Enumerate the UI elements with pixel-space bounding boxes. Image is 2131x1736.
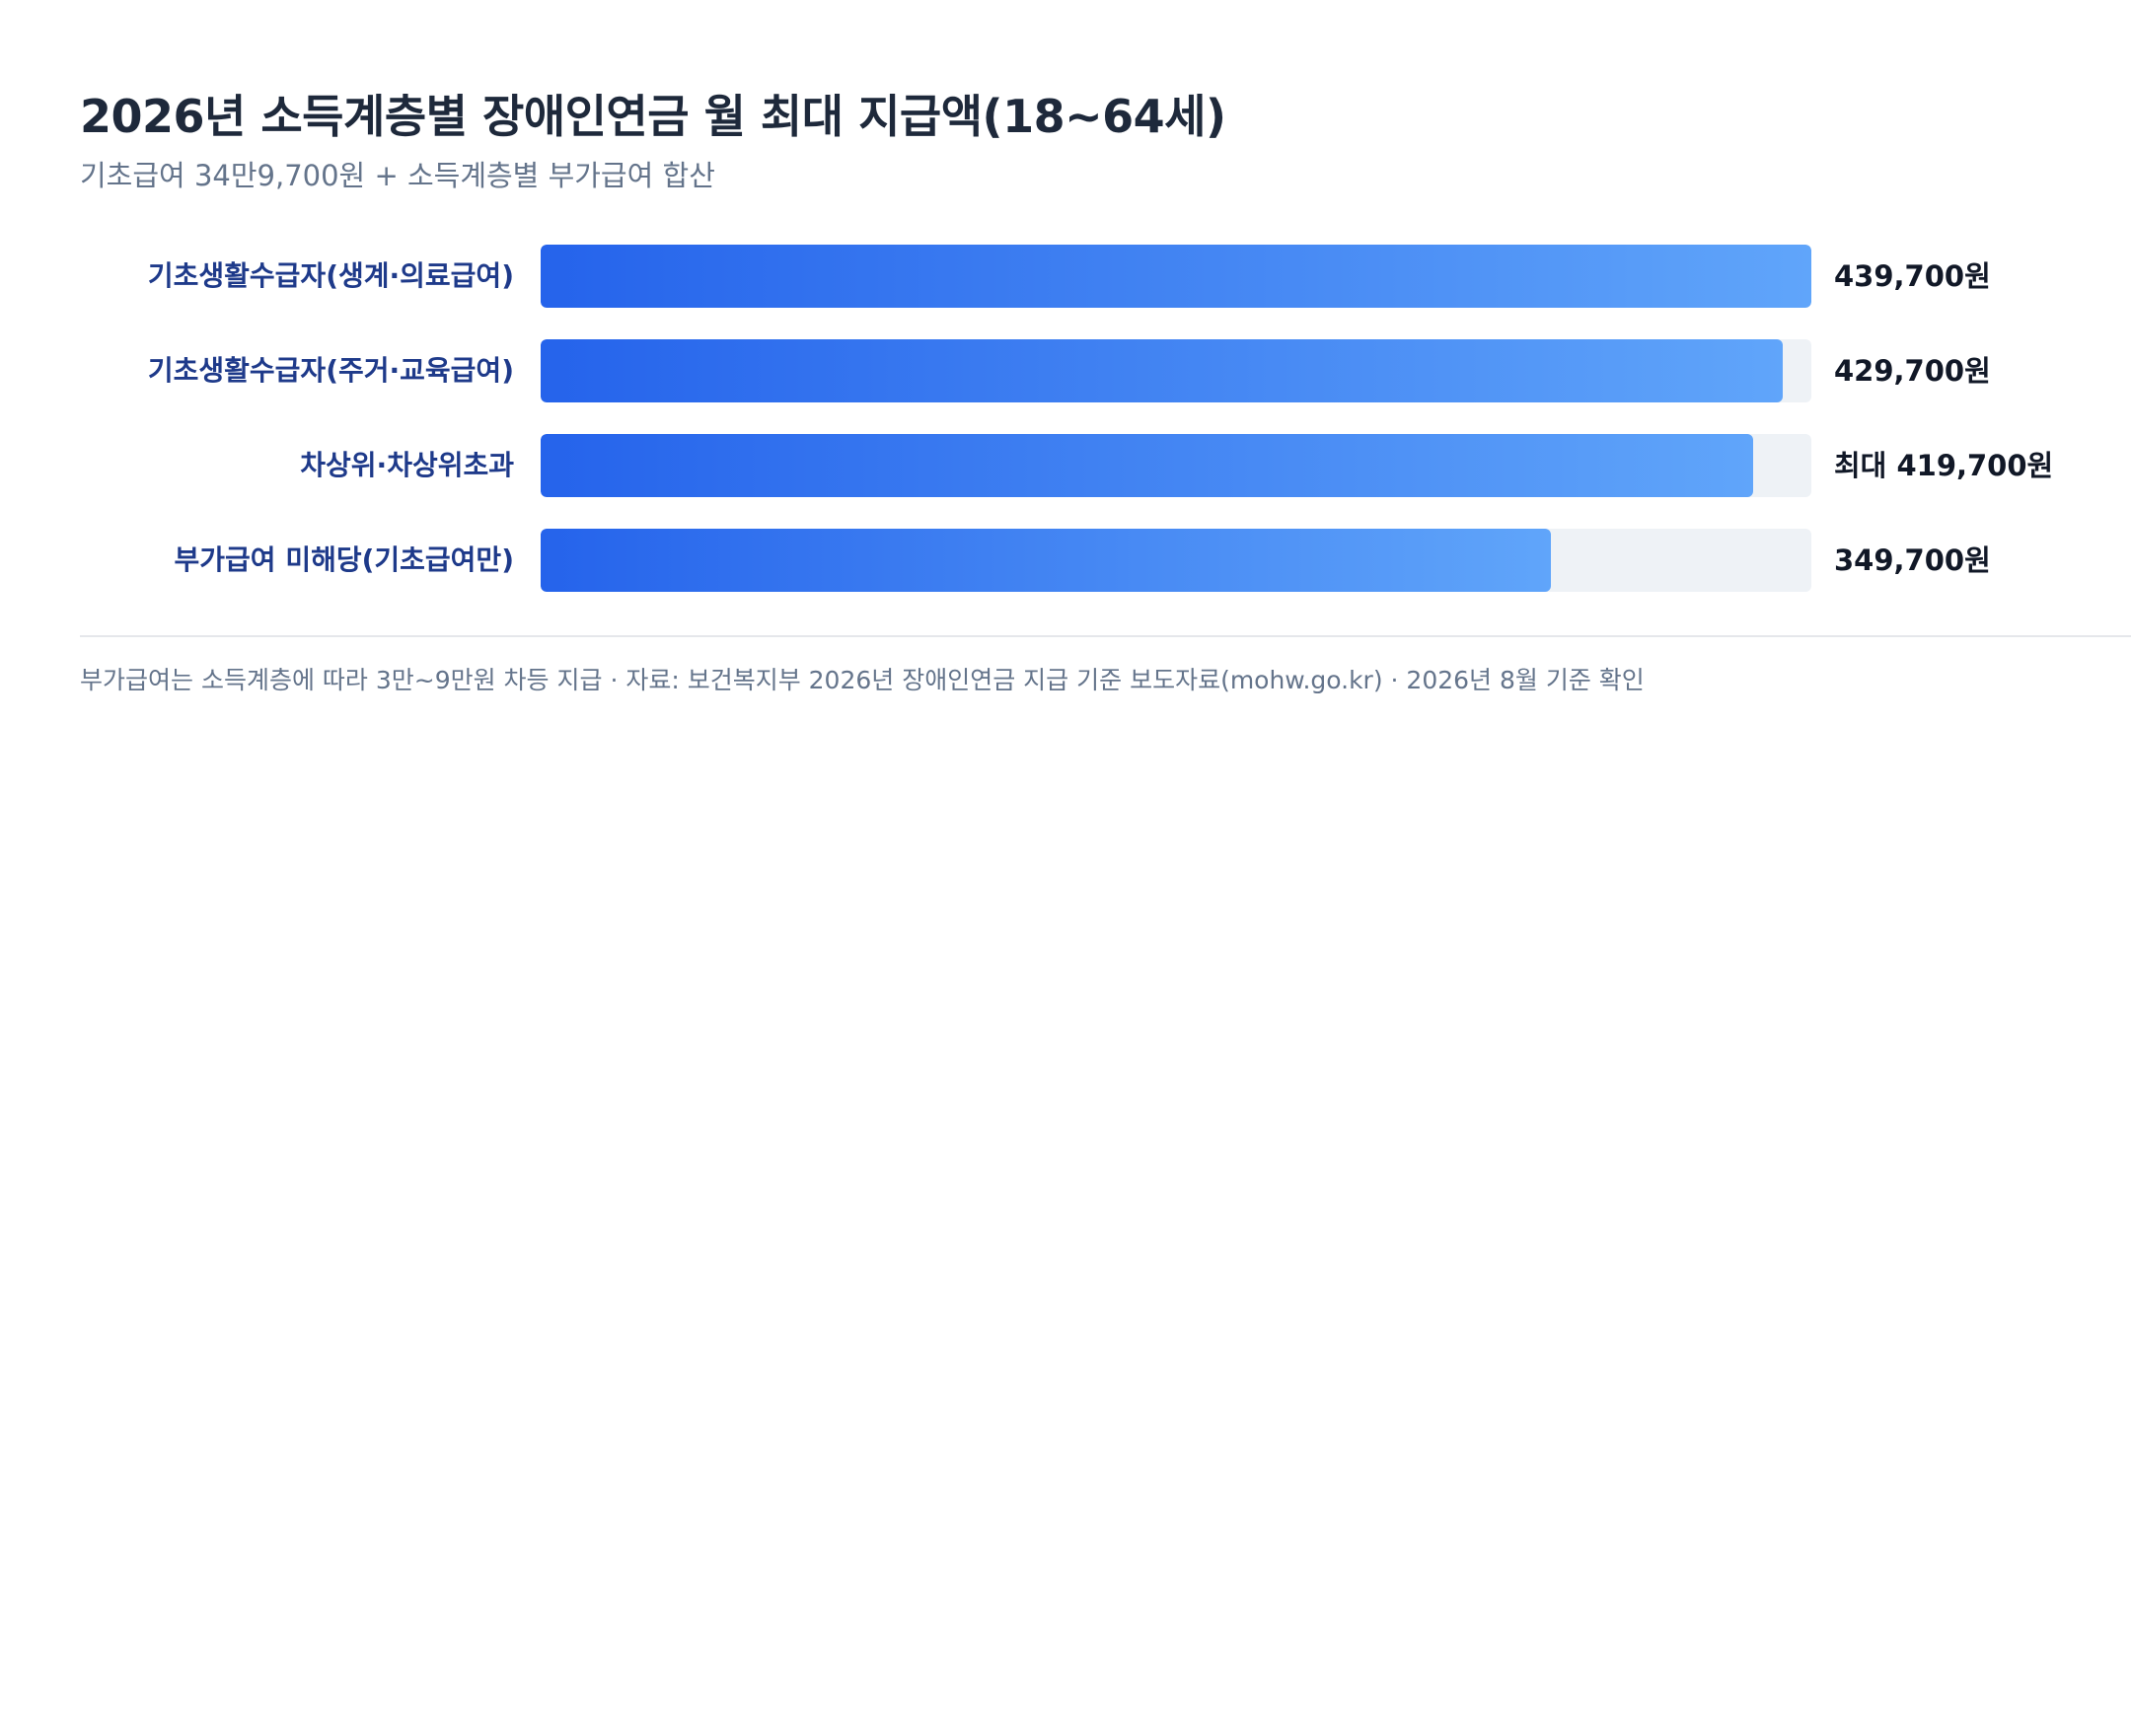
chart-subtitle: 기초급여 34만9,700원 + 소득계층별 부가급여 합산 bbox=[80, 159, 715, 192]
bar-label: 차상위·차상위초과 bbox=[300, 449, 514, 481]
bar-label: 부가급여 미해당(기초급여만) bbox=[174, 543, 514, 576]
bar-track bbox=[541, 529, 1811, 592]
bar bbox=[541, 245, 1811, 308]
chart-title: 2026년 소득계층별 장애인연금 월 최대 지급액(18~64세) bbox=[80, 90, 1226, 143]
bar-track bbox=[541, 434, 1811, 497]
bar-value-label: 최대 419,700원 bbox=[1834, 449, 2054, 482]
bar-value-label: 439,700원 bbox=[1834, 259, 1991, 293]
bar-value-label: 349,700원 bbox=[1834, 543, 1991, 577]
divider bbox=[80, 635, 2131, 637]
footnote: 부가급여는 소득계층에 따라 3만~9만원 차등 지급 · 자료: 보건복지부 … bbox=[80, 666, 1645, 694]
bar-track bbox=[541, 245, 1811, 308]
bar-track bbox=[541, 339, 1811, 402]
bar bbox=[541, 434, 1753, 497]
bar bbox=[541, 529, 1551, 592]
bar-label: 기초생활수급자(주거·교육급여) bbox=[147, 354, 514, 387]
bar bbox=[541, 339, 1783, 402]
bar-value-label: 429,700원 bbox=[1834, 354, 1991, 388]
bar-label: 기초생활수급자(생계·의료급여) bbox=[147, 259, 514, 292]
